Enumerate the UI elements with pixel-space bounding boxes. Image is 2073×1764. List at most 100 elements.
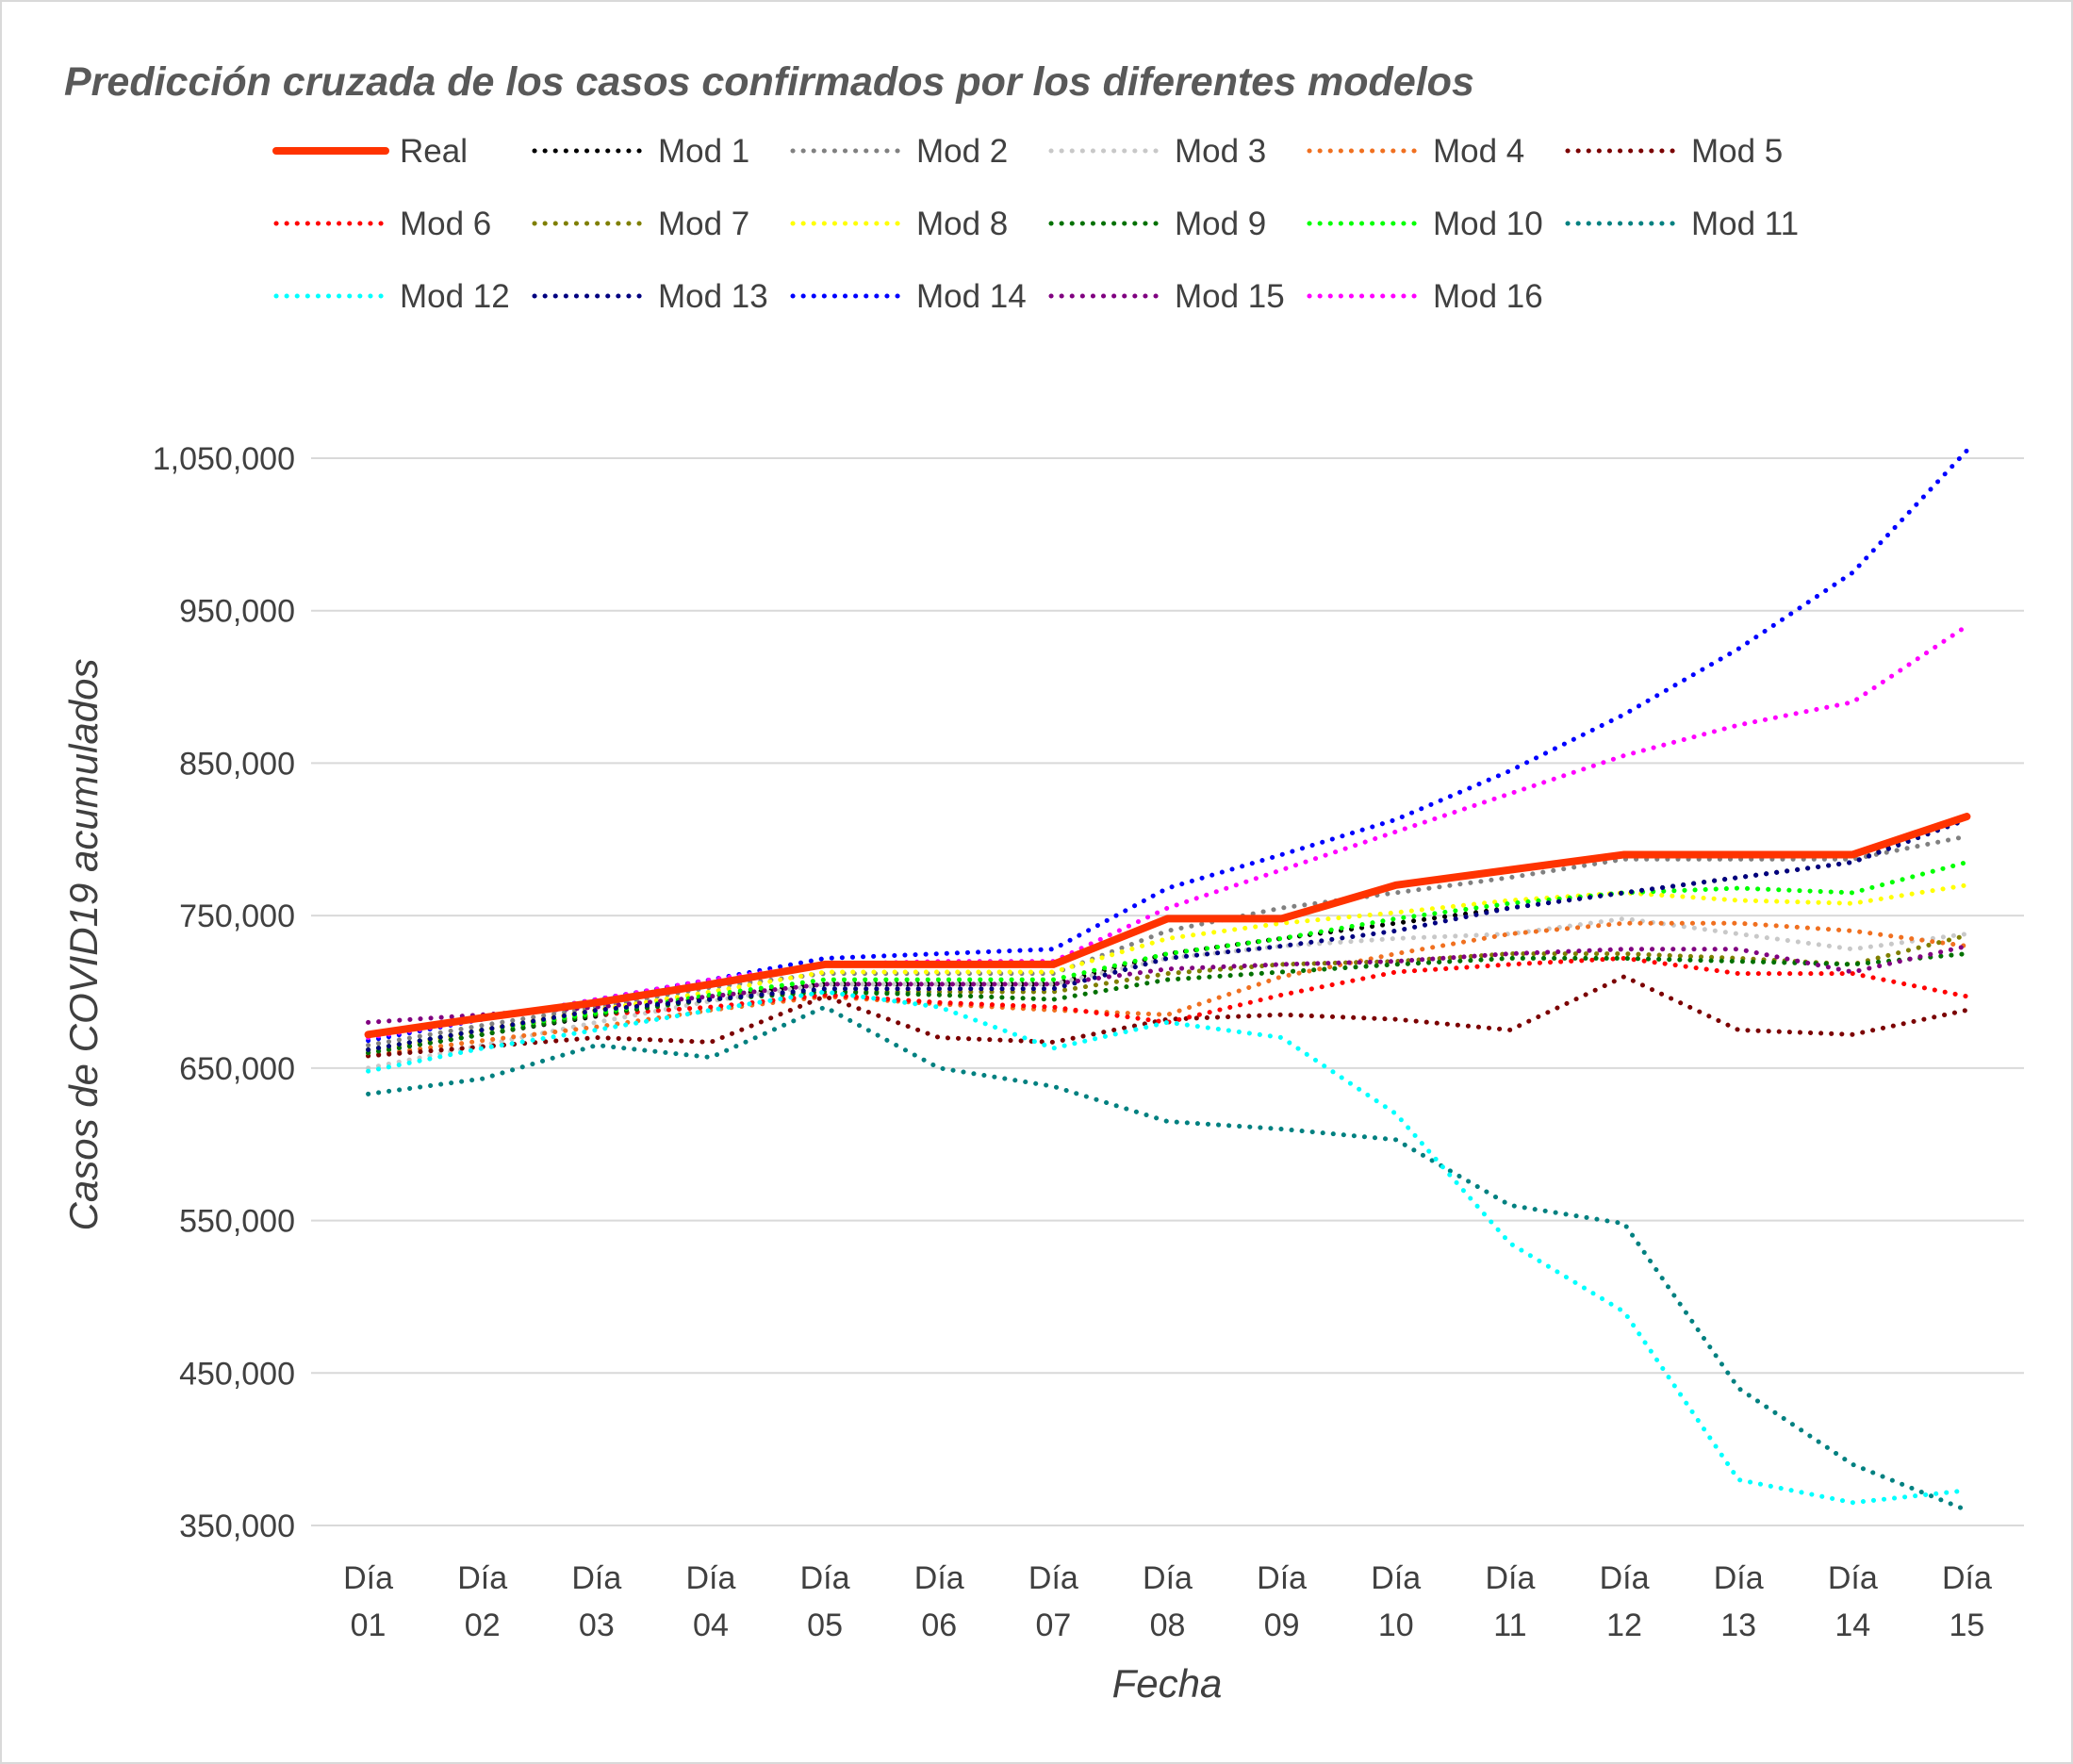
x-tick-label-line: Día (914, 1560, 964, 1596)
x-tick-label-line: 13 (1720, 1607, 1756, 1643)
legend-label: Mod 9 (1175, 206, 1266, 242)
legend-item-mod-7: Mod 7 (532, 206, 749, 242)
legend-item-mod-3: Mod 3 (1048, 133, 1266, 170)
legend-item-mod-1: Mod 1 (532, 133, 749, 170)
x-tick-label-line: 08 (1150, 1607, 1186, 1643)
series-line-mod-8 (366, 882, 1969, 1056)
x-tick-label: Día 02 (457, 1560, 507, 1643)
x-tick-label-line: Día (343, 1560, 393, 1596)
legend-label: Mod 5 (1691, 133, 1783, 170)
series-lines (364, 448, 1971, 1513)
x-tick-label: Día 10 (1371, 1560, 1421, 1643)
x-tick-label: Día 06 (914, 1560, 964, 1643)
legend-label: Mod 4 (1433, 133, 1524, 170)
x-tick-label-line: 09 (1264, 1607, 1300, 1643)
legend-label: Mod 8 (916, 206, 1008, 242)
legend-item-mod-4: Mod 4 (1307, 133, 1524, 170)
legend-item-mod-13: Mod 13 (532, 278, 768, 315)
x-tick-label-line: 10 (1378, 1607, 1414, 1643)
x-tick-label-line: 07 (1035, 1607, 1071, 1643)
legend-label: Mod 1 (658, 133, 749, 170)
series-line-mod-7 (366, 932, 1969, 1052)
legend-item-mod-6: Mod 6 (273, 206, 491, 242)
x-tick-label-line: Día (457, 1560, 507, 1596)
legend-label: Mod 2 (916, 133, 1008, 170)
legend-item-mod-10: Mod 10 (1307, 206, 1543, 242)
x-tick-label-line: Día (1257, 1560, 1307, 1596)
gridlines (311, 457, 2024, 1526)
y-axis-ticks: 350,000 450,000 550,000 650,000 750,000 850,0… (153, 441, 295, 1544)
legend-item-mod-5: Mod 5 (1565, 133, 1783, 170)
legend-label: Mod 6 (400, 206, 491, 242)
x-tick-label-line: Día (571, 1560, 621, 1596)
x-axis-ticks: Día 01 Día 02 Día 03 Día 04 Día 05 Día 06 Día 07 Día 08… (343, 1560, 1992, 1643)
y-tick-label: 650,000 (179, 1051, 295, 1087)
series-line-real (364, 813, 1971, 1039)
legend-label: Real (400, 133, 468, 170)
x-tick-label-line: 05 (807, 1607, 843, 1643)
x-tick-label-line: Día (1143, 1560, 1193, 1596)
x-tick-label-line: Día (1600, 1560, 1650, 1596)
y-tick-label: 950,000 (179, 594, 295, 630)
x-tick-label-line: 11 (1493, 1607, 1526, 1643)
series-line-mod-9 (366, 951, 1969, 1056)
legend-item-mod-8: Mod 8 (790, 206, 1008, 242)
series-line-mod-11 (366, 1004, 1969, 1513)
x-tick-label-line: Día (800, 1560, 850, 1596)
series-line-mod-12 (366, 989, 1969, 1506)
x-tick-label-line: 06 (921, 1607, 957, 1643)
y-tick-label: 850,000 (179, 746, 295, 782)
y-tick-label: 550,000 (179, 1204, 295, 1240)
x-tick-label: Día 15 (1942, 1560, 1992, 1643)
legend-item-mod-9: Mod 9 (1048, 206, 1266, 242)
y-tick-label: 350,000 (179, 1508, 295, 1544)
y-tick-label: 1,050,000 (153, 441, 295, 477)
x-tick-label-line: Día (1028, 1560, 1078, 1596)
series-line-mod-16 (366, 623, 1969, 1041)
x-tick-label: Día 08 (1143, 1560, 1193, 1643)
x-tick-label: Día 05 (800, 1560, 850, 1643)
y-axis-title: Casos de COVID19 acumulados (61, 659, 106, 1231)
x-tick-label: Día 11 (1485, 1560, 1535, 1643)
x-tick-label: Día 07 (1028, 1560, 1078, 1643)
x-tick-label-line: 03 (579, 1607, 615, 1643)
series-line-mod-2 (366, 833, 1969, 1048)
x-tick-label-line: Día (686, 1560, 736, 1596)
x-tick-label-line: Día (1485, 1560, 1535, 1596)
x-tick-label: Día 04 (686, 1560, 736, 1643)
series-line-mod-3 (366, 915, 1969, 1071)
x-tick-label: Día 09 (1257, 1560, 1307, 1643)
legend-label: Mod 7 (658, 206, 749, 242)
series-line-mod-13 (366, 816, 1969, 1052)
legend-label: Mod 16 (1433, 278, 1543, 315)
legend-item-mod-14: Mod 14 (790, 278, 1027, 315)
legend-label: Mod 15 (1175, 278, 1285, 315)
x-tick-label: Día 12 (1600, 1560, 1650, 1643)
series-line-mod-14 (366, 448, 1969, 1044)
x-tick-label-line: Día (1714, 1560, 1764, 1596)
legend-label: Mod 13 (658, 278, 768, 315)
x-axis-title: Fecha (1112, 1661, 1223, 1706)
x-tick-label-line: Día (1942, 1560, 1992, 1596)
legend-item-real: Real (272, 133, 468, 170)
x-tick-label-line: Día (1371, 1560, 1421, 1596)
x-tick-label: Día 13 (1714, 1560, 1764, 1643)
legend-label: Mod 10 (1433, 206, 1543, 242)
x-tick-label-line: 01 (351, 1607, 387, 1643)
x-tick-label: Día 14 (1828, 1560, 1878, 1643)
x-tick-label-line: 14 (1834, 1607, 1870, 1643)
x-tick-label-line: 02 (465, 1607, 501, 1643)
series-line-mod-4 (366, 920, 1969, 1059)
series-line-mod-5 (366, 974, 1969, 1059)
y-tick-label: 750,000 (179, 898, 295, 934)
legend-label: Mod 11 (1691, 206, 1799, 242)
x-tick-label-line: Día (1828, 1560, 1878, 1596)
legend-item-mod-11: Mod 11 (1565, 206, 1799, 242)
legend-item-mod-12: Mod 12 (273, 278, 510, 315)
x-tick-label-line: 12 (1606, 1607, 1642, 1643)
x-tick-label-line: 15 (1950, 1607, 1985, 1643)
legend-label: Mod 3 (1175, 133, 1266, 170)
chart-title: Predicción cruzada de los casos confirma… (64, 59, 1474, 105)
